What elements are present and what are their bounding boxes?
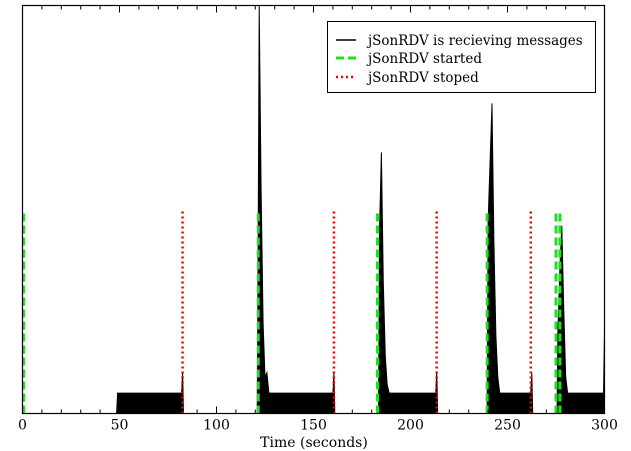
- x-tick-label-1: 50: [111, 418, 129, 434]
- x-tick-label-3: 150: [300, 418, 327, 434]
- legend-label-stoped: jSonRDV stoped: [366, 70, 479, 86]
- x-tick-label-2: 100: [203, 418, 230, 434]
- x-tick-label-4: 200: [397, 418, 424, 434]
- x-tick-label-0: 0: [18, 418, 27, 434]
- legend-box: [327, 21, 596, 93]
- plot-frame: [21, 4, 606, 415]
- series-layer: [21, 5, 605, 414]
- x-axis-title: Time (seconds): [260, 435, 368, 451]
- x-tick-label-5: 250: [494, 418, 521, 434]
- legend-label-started: jSonRDV started: [366, 51, 482, 67]
- legend: jSonRDV is recieving messages jSonRDV st…: [327, 21, 596, 93]
- x-tick-label-6: 300: [591, 418, 618, 434]
- series-receiving-messages: [22, 5, 605, 414]
- legend-label-receiving: jSonRDV is recieving messages: [366, 33, 583, 49]
